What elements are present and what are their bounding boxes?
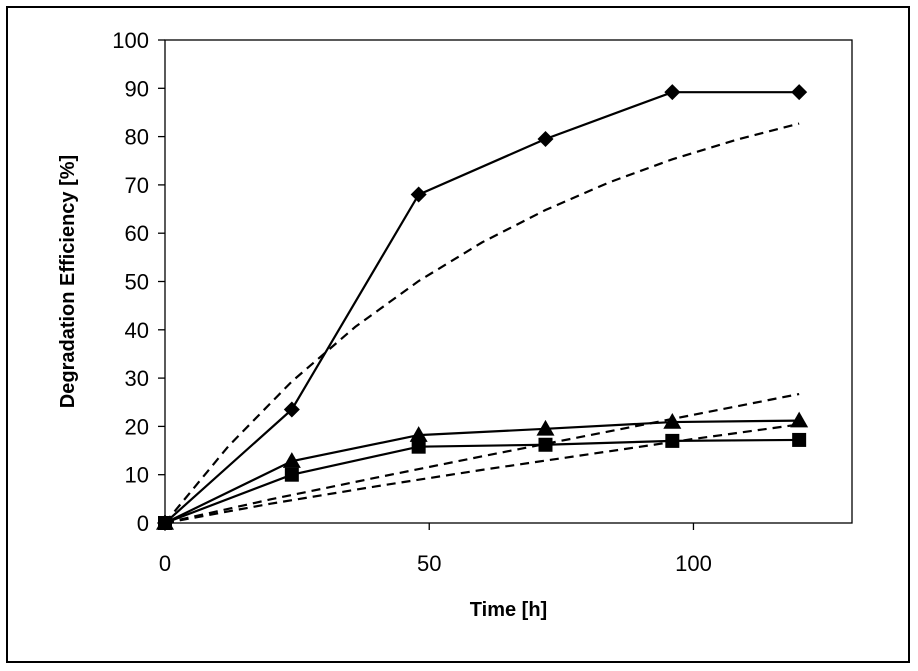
triangle-marker [409,426,428,442]
triangle-marker [536,419,555,436]
square-marker [284,467,299,482]
y-tick-label: 40 [125,318,149,343]
triangle-marker [663,413,682,429]
square-marker [538,437,553,452]
fit-curve-4 [164,392,800,525]
series-line-diamond [164,91,800,524]
square-marker [665,433,680,448]
axis-labels: Time [h] Degradation Efficiency [%] [57,155,547,621]
y-tick-label: 90 [125,76,149,101]
diamond-marker [664,84,681,101]
x-tick-label: 100 [675,551,712,576]
y-axis-title: Degradation Efficiency [%] [57,155,79,408]
y-tick-label: 100 [112,28,149,53]
y-tick-label: 80 [125,125,149,150]
y-tick-label: 30 [125,366,149,391]
chart-frame [6,6,910,663]
series-line-triangle [164,419,800,524]
fit-curve-5 [164,423,800,525]
y-tick-label: 10 [125,463,149,488]
square-marker [158,516,172,530]
triangle-marker [282,452,301,468]
y-tick-label: 60 [125,221,149,246]
square-marker [411,439,426,454]
y-tick-label: 70 [125,173,149,198]
diamond-marker [410,186,427,203]
x-axis-title: Time [h] [470,599,547,621]
diamond-marker [537,131,554,148]
series-line-square [164,438,800,525]
x-tick-label: 0 [159,551,171,576]
diamond-marker [791,84,808,101]
y-tick-label: 20 [125,414,149,439]
square-marker [792,432,807,447]
diamond-marker [283,401,300,418]
y-tick-label: 50 [125,270,149,295]
triangle-marker [790,411,809,428]
y-tick-label: 0 [137,511,149,536]
x-tick-label: 50 [417,551,441,576]
fit-curve-3 [164,122,800,524]
series-layer [156,84,809,531]
plot-area: 0 10 20 30 40 50 60 70 80 90 100 0 50 100 [112,28,853,576]
